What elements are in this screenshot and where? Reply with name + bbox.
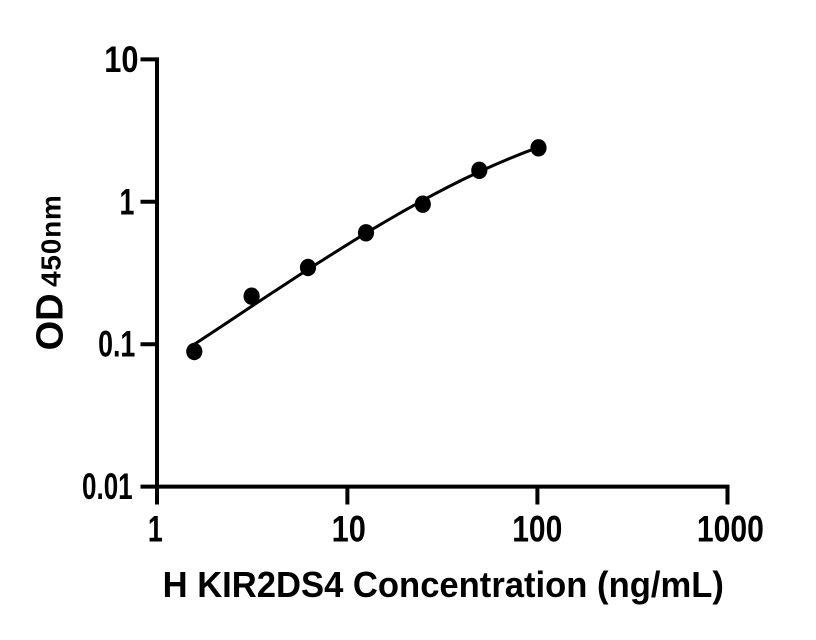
svg-text:10: 10 [104, 39, 138, 80]
svg-text:1: 1 [120, 181, 135, 222]
svg-text:0.1: 0.1 [98, 323, 135, 364]
svg-text:10: 10 [332, 509, 366, 550]
svg-text:0.01: 0.01 [82, 466, 133, 508]
svg-text:OD450nm: OD450nm [29, 194, 71, 350]
svg-text:1: 1 [148, 508, 163, 549]
svg-text:1000: 1000 [697, 509, 764, 551]
svg-text:100: 100 [512, 508, 562, 550]
svg-text:H KIR2DS4 Concentration (ng/mL: H KIR2DS4 Concentration (ng/mL) [163, 565, 724, 605]
